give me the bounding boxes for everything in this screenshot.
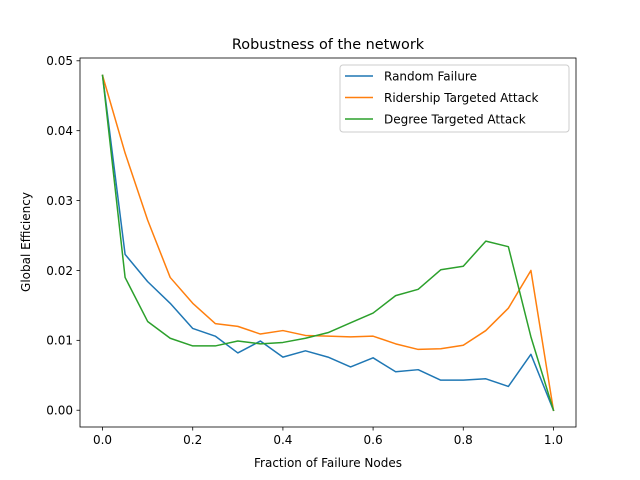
y-tick-label: 0.03 xyxy=(46,194,73,208)
x-tick-label: 0.2 xyxy=(183,433,202,447)
axis-ticks: 0.0 0.2 0.4 0.6 0.8 1.0 0.00 0.01 0.02 0.03 0.04 0.… xyxy=(46,54,563,447)
x-tick-label: 0.6 xyxy=(364,433,383,447)
y-tick-label: 0.04 xyxy=(46,124,73,138)
series-line-random-failure xyxy=(101,74,555,412)
legend: Random Failure Ridership Targeted Attack D… xyxy=(339,64,570,133)
y-tick-label: 0.00 xyxy=(46,404,73,418)
legend-entry-label: Ridership Targeted Attack xyxy=(384,91,539,105)
series-line-ridership-targeted-attack xyxy=(101,74,555,412)
x-axis-label: Fraction of Failure Nodes xyxy=(254,456,402,470)
x-tick-label: 0.4 xyxy=(273,433,292,447)
series-line-degree-targeted-attack xyxy=(101,74,555,412)
axes-frame xyxy=(79,57,577,428)
y-axis-label: Global Efficiency xyxy=(19,192,33,292)
chart-title: Robustness of the network xyxy=(232,37,425,53)
x-tick-label: 0.8 xyxy=(454,433,473,447)
series-lines xyxy=(101,74,555,412)
legend-entry-label: Random Failure xyxy=(384,69,477,83)
y-tick-label: 0.05 xyxy=(46,54,73,68)
x-tick-label: 0.0 xyxy=(93,433,112,447)
x-tick-label: 1.0 xyxy=(544,433,563,447)
legend-box xyxy=(339,64,570,133)
y-tick-label: 0.01 xyxy=(46,334,73,348)
legend-entry-label: Degree Targeted Attack xyxy=(384,112,526,126)
y-tick-label: 0.02 xyxy=(46,264,73,278)
